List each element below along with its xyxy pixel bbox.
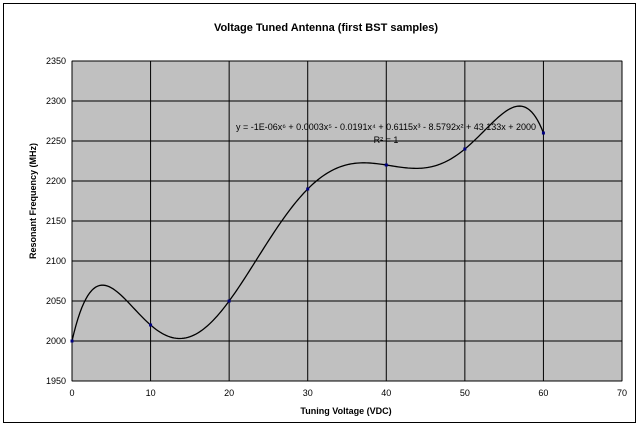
y-tick-label: 2100 xyxy=(46,256,66,266)
x-tick-label: 20 xyxy=(224,388,234,398)
data-point-0 xyxy=(70,339,74,343)
y-tick-labels: 1950 2000 2050 2100 2150 2200 2250 2300 2350 xyxy=(46,56,66,386)
data-point-2 xyxy=(227,299,231,303)
y-tick-label: 2300 xyxy=(46,96,66,106)
y-tick-label: 1950 xyxy=(46,376,66,386)
data-point-4 xyxy=(384,163,388,167)
data-point-3 xyxy=(306,187,310,191)
y-tick-label: 2200 xyxy=(46,176,66,186)
x-tick-label: 50 xyxy=(460,388,470,398)
x-tick-label: 60 xyxy=(538,388,548,398)
trendline-r-squared: R² = 1 xyxy=(374,135,399,145)
chart-title: Voltage Tuned Antenna (first BST samples… xyxy=(214,22,438,34)
x-tick-label: 40 xyxy=(381,388,391,398)
data-point-5 xyxy=(463,147,467,151)
data-markers xyxy=(70,131,545,343)
data-point-1 xyxy=(149,323,153,327)
x-axis-label: Tuning Voltage (VDC) xyxy=(300,406,391,416)
x-tick-label: 0 xyxy=(69,388,74,398)
x-tick-labels: 0 10 20 30 40 50 60 70 xyxy=(69,388,627,398)
y-tick-label: 2350 xyxy=(46,56,66,66)
y-tick-label: 2250 xyxy=(46,136,66,146)
y-axis-label: Resonant Frequency (MHz) xyxy=(28,143,38,259)
x-tick-label: 30 xyxy=(303,388,313,398)
data-point-6 xyxy=(541,131,545,135)
grid xyxy=(71,60,623,382)
x-tick-label: 10 xyxy=(146,388,156,398)
x-tick-label: 70 xyxy=(617,388,627,398)
y-tick-label: 2150 xyxy=(46,216,66,226)
y-tick-label: 2000 xyxy=(46,336,66,346)
trendline-equation: y = -1E-06x⁶ + 0.0003x⁵ - 0.0191x⁴ + 0.6… xyxy=(236,122,536,132)
y-tick-label: 2050 xyxy=(46,296,66,306)
